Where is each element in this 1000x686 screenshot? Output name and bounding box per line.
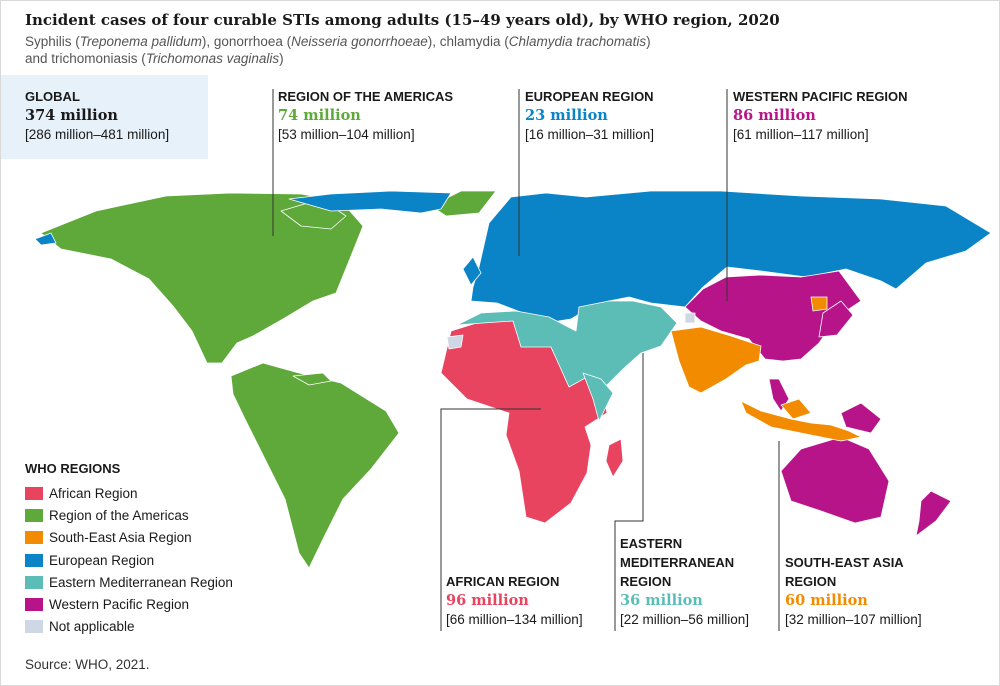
- pathogen-trichomoniasis: Trichomonas vaginalis: [145, 51, 280, 66]
- subtitle-part: Syphilis (: [25, 34, 80, 49]
- legend-swatch: [25, 531, 43, 545]
- subtitle-part: ): [646, 34, 651, 49]
- legend-swatch: [25, 575, 43, 589]
- legend-item: South-East Asia Region: [25, 527, 233, 549]
- callout-value: 374 million: [25, 107, 118, 124]
- legend-label: European Region: [49, 552, 155, 568]
- global-highlight-box: [1, 75, 208, 159]
- callout-value: 60 million: [785, 592, 868, 609]
- callout-head: EUROPEAN REGION: [525, 89, 654, 104]
- legend-swatch: [25, 620, 43, 634]
- region-sea: [670, 296, 862, 442]
- legend-label: Western Pacific Region: [49, 597, 190, 613]
- subtitle-part: and trichomoniasis (: [25, 51, 146, 66]
- callout-value: 96 million: [446, 592, 529, 609]
- legend-item: Not applicable: [25, 616, 233, 638]
- callout-african: AFRICAN REGION 96 million [66 million–13…: [446, 572, 583, 629]
- legend-swatch: [25, 598, 43, 612]
- callout-head: MEDITERRANEAN: [620, 555, 735, 570]
- callout-head: WESTERN PACIFIC REGION: [733, 89, 908, 104]
- callout-head: EASTERN: [620, 536, 683, 551]
- legend-label: Eastern Mediterranean Region: [49, 574, 233, 590]
- region-not-applicable: [446, 312, 696, 350]
- legend-item: African Region: [25, 482, 233, 504]
- legend-label: African Region: [49, 485, 138, 501]
- legend-swatch: [25, 553, 43, 567]
- callout-head: REGION: [620, 574, 672, 589]
- callout-head: REGION OF THE AMERICAS: [278, 89, 454, 104]
- region-wpr: [684, 270, 952, 537]
- callout-wpr: WESTERN PACIFIC REGION 86 million [61 mi…: [733, 87, 908, 144]
- callout-value: 74 million: [278, 107, 361, 124]
- legend-swatch: [25, 486, 43, 500]
- callout-americas: REGION OF THE AMERICAS 74 million [53 mi…: [278, 87, 453, 144]
- legend: WHO REGIONS African Region Region of the…: [25, 461, 233, 638]
- callout-global: GLOBAL 374 million [286 million–481 mill…: [25, 87, 169, 144]
- callout-range: [53 million–104 million]: [278, 127, 415, 142]
- legend-item: Eastern Mediterranean Region: [25, 571, 233, 593]
- callout-emr: EASTERN MEDITERRANEAN REGION 36 million …: [620, 534, 749, 629]
- region-european: [34, 190, 992, 324]
- legend-label: Not applicable: [49, 619, 135, 635]
- callout-value: 36 million: [620, 592, 703, 609]
- callout-range: [66 million–134 million]: [446, 612, 583, 627]
- region-americas: [40, 190, 497, 569]
- legend-item: European Region: [25, 549, 233, 571]
- callout-european: EUROPEAN REGION 23 million [16 million–3…: [525, 87, 654, 144]
- callout-value: 86 million: [733, 107, 816, 124]
- legend-item: Region of the Americas: [25, 504, 233, 526]
- leader-emr: [614, 353, 644, 631]
- subtitle-part: ), gonorrhoea (: [201, 34, 292, 49]
- legend-item: Western Pacific Region: [25, 593, 233, 615]
- callout-range: [22 million–56 million]: [620, 612, 750, 627]
- legend-title: WHO REGIONS: [25, 461, 121, 476]
- leader-lines: [272, 89, 780, 631]
- callout-range: [61 million–117 million]: [733, 127, 869, 142]
- chart-subtitle: Syphilis (Treponema pallidum), gonorrhoe…: [25, 33, 785, 67]
- pathogen-syphilis: Treponema pallidum: [79, 34, 202, 49]
- callout-range: [286 million–481 million]: [25, 127, 170, 142]
- callout-range: [32 million–107 million]: [785, 612, 922, 627]
- source-note: Source: WHO, 2021.: [25, 657, 150, 672]
- callout-head: REGION: [785, 574, 837, 589]
- pathogen-gonorrhoea: Neisseria gonorrhoeae: [291, 34, 428, 49]
- region-african: [440, 315, 624, 524]
- callout-head: SOUTH-EAST ASIA: [785, 555, 904, 570]
- callout-head: GLOBAL: [25, 89, 80, 104]
- region-emr: [456, 300, 678, 422]
- subtitle-part: ): [279, 51, 284, 66]
- callout-head: AFRICAN REGION: [446, 574, 560, 589]
- callout-value: 23 million: [525, 107, 608, 124]
- legend-label: Region of the Americas: [49, 507, 189, 523]
- leader-african: [440, 408, 541, 631]
- legend-label: South-East Asia Region: [49, 530, 192, 546]
- callout-sea: SOUTH-EAST ASIA REGION 60 million [32 mi…: [785, 553, 922, 629]
- pathogen-chlamydia: Chlamydia trachomatis: [508, 34, 647, 49]
- legend-swatch: [25, 508, 43, 522]
- callout-range: [16 million–31 million]: [525, 127, 655, 142]
- chart-title: Incident cases of four curable STIs amon…: [25, 11, 780, 29]
- subtitle-part: ), chlamydia (: [427, 34, 509, 49]
